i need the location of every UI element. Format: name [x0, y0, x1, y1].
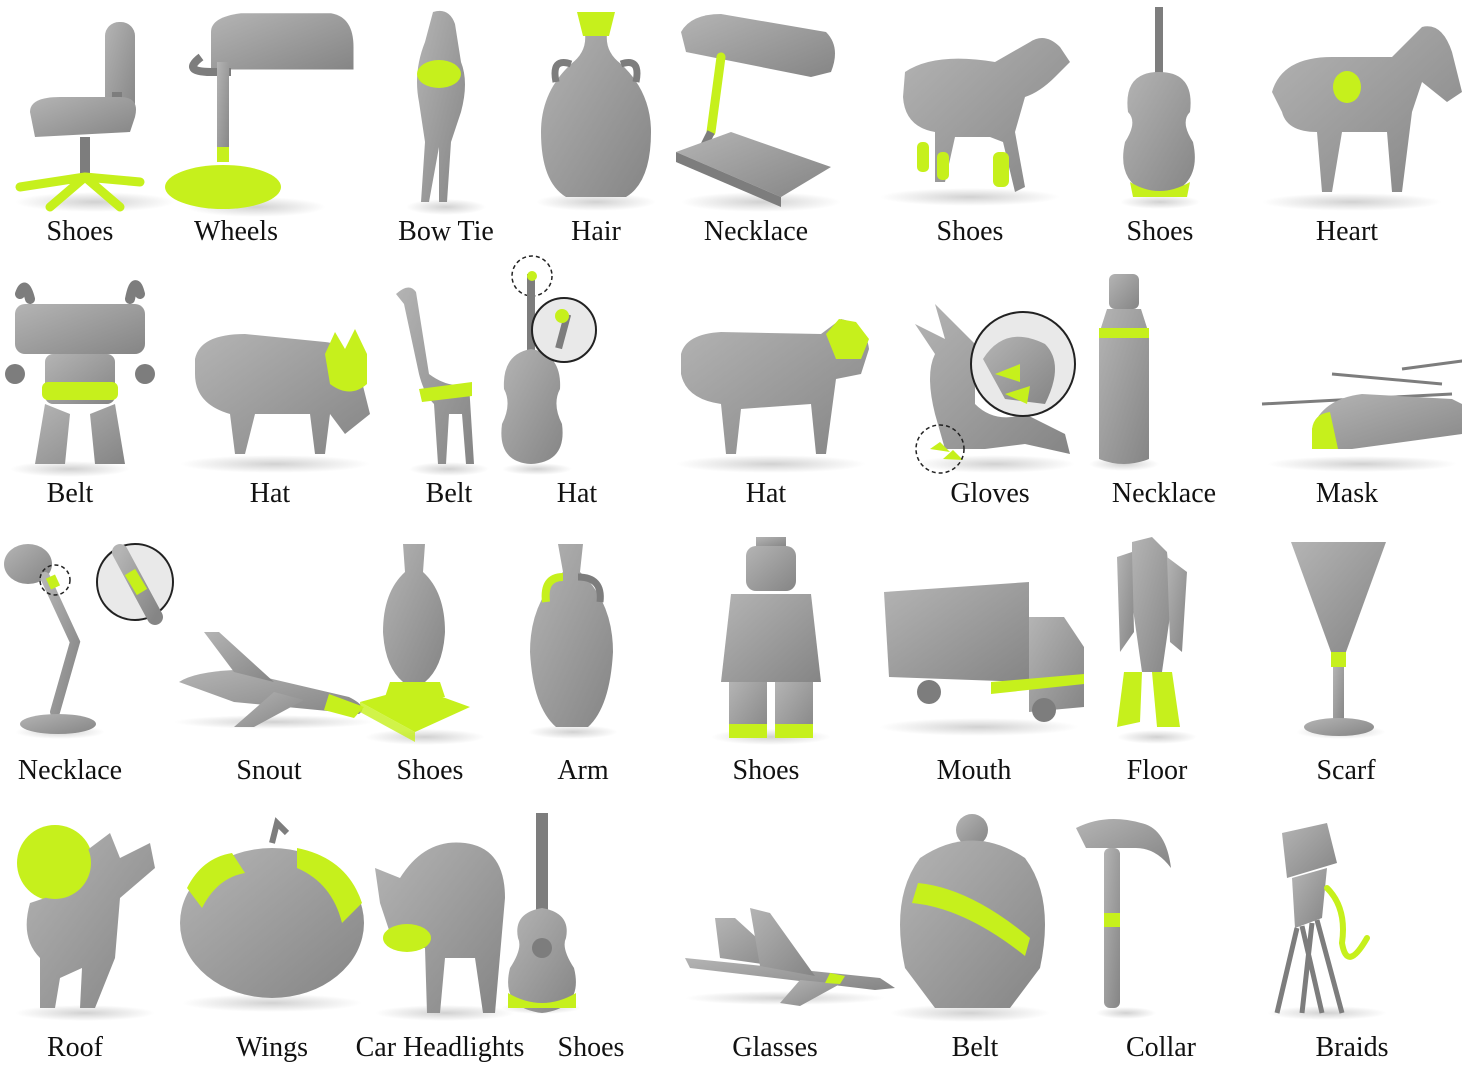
caption-label: Belt [951, 1032, 999, 1063]
shape-cow [676, 319, 869, 473]
shape-helicopter [1261, 359, 1462, 472]
caption-label: Scarf [1316, 755, 1376, 786]
shape-creature [15, 825, 155, 1021]
caption-label: Snout [236, 755, 302, 786]
shape-baymax [890, 814, 1050, 1022]
shape-camel [406, 10, 486, 215]
caption-label: Hat [556, 478, 598, 509]
caption-label: Shoes [1126, 216, 1194, 247]
shape-wolf [880, 38, 1070, 206]
shape-robot [1117, 537, 1197, 744]
shape-dragon-with-zoom-inset [915, 304, 1076, 474]
caption-label: Wheels [194, 216, 278, 247]
shape-hog [375, 842, 515, 1021]
caption-label: Mouth [936, 755, 1012, 786]
shape-amphora [528, 544, 618, 739]
shape-arm-lamp-with-zoom-inset [4, 543, 174, 739]
caption-label: Necklace [1111, 478, 1217, 509]
caption-label: Necklace [17, 755, 123, 786]
caption-label: Mask [1315, 478, 1379, 509]
caption-label: Arm [557, 755, 609, 786]
caption-label: Wings [236, 1032, 308, 1063]
caption-label: Belt [425, 478, 473, 509]
caption-label: Shoes [46, 216, 114, 247]
shape-violin [1120, 7, 1200, 209]
caption-label: Belt [46, 478, 94, 509]
caption-label: Car Headlights [355, 1032, 525, 1063]
shape-giraffe [396, 287, 489, 476]
shape-truck [879, 582, 1084, 736]
caption-label: Braids [1315, 1032, 1389, 1063]
caption-label: Collar [1126, 1032, 1196, 1063]
caption-label: Heart [1315, 216, 1379, 247]
caption-label: Necklace [703, 216, 809, 247]
shape-robot-table [5, 280, 155, 477]
shape-lego-figure [711, 537, 831, 745]
shape-urn [360, 544, 485, 745]
caption-label: Gloves [950, 478, 1030, 509]
caption-label: Bow Tie [398, 216, 494, 247]
shape-vase [536, 12, 656, 211]
caption-label: Hair [571, 216, 621, 247]
caption-label: Glasses [732, 1032, 818, 1063]
shape-donkey [1262, 26, 1462, 211]
caption-label: Shoes [936, 216, 1004, 247]
caption-label: Shoes [396, 755, 464, 786]
shape-guitar [501, 813, 581, 1014]
shape-jet [685, 908, 895, 1006]
shape-office-chair [15, 22, 175, 212]
caption-label: Roof [47, 1032, 103, 1063]
shape-hammer [1076, 819, 1171, 1019]
shape-cello-with-zoom-inset [501, 255, 597, 475]
shape-airplane [174, 632, 374, 729]
caption-label: Hat [745, 478, 787, 509]
caption-label: Shoes [557, 1032, 625, 1063]
caption-label: Floor [1126, 755, 1188, 786]
shape-pumpkin [180, 817, 364, 1012]
shape-elephant-sculpture [1267, 823, 1387, 1020]
shape-bottle [1089, 274, 1159, 471]
caption-label: Shoes [732, 755, 800, 786]
shape-banker-lamp [676, 14, 841, 212]
shape-pig [180, 329, 370, 473]
shape-goblet [1291, 542, 1386, 739]
shape-desk-lamp [165, 13, 354, 217]
caption-label: Hat [249, 478, 291, 509]
